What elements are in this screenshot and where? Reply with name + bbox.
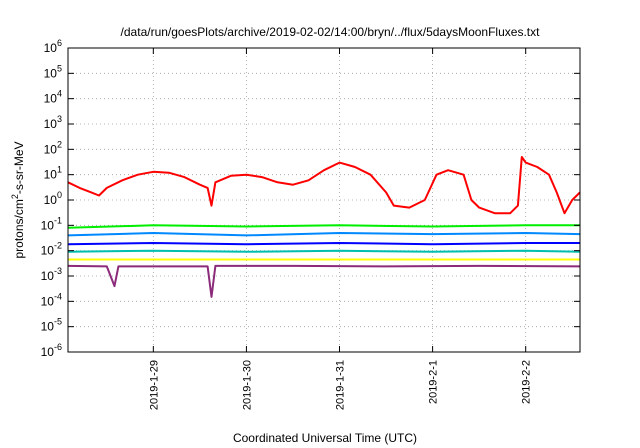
y-tick-label: 106 [44, 38, 62, 55]
y-axis-label-sup: 2 [10, 194, 20, 199]
y-axis-label-rest: -s-sr-MeV [12, 141, 26, 194]
y-tick-label: 105 [44, 63, 62, 80]
y-tick-label: 101 [44, 165, 62, 182]
y-tick-label: 10-1 [41, 215, 62, 232]
y-tick-label: 104 [44, 89, 62, 106]
y-ticks: 10-6 10-5 10-4 10-3 10-2 10-1 100 101 102 103 104 1… [41, 38, 580, 359]
grid [68, 48, 580, 352]
x-tick-label: 2019-2-2 [521, 360, 533, 404]
series-line-3 [67, 232, 581, 237]
y-tick-label: 103 [44, 114, 62, 131]
series-line-7 [67, 264, 581, 298]
y-tick-label: 10-5 [41, 317, 62, 334]
y-tick-label: 10-2 [41, 241, 62, 258]
x-axis-label: Coordinated Universal Time (UTC) [233, 431, 417, 445]
y-tick-label: 10-3 [41, 266, 62, 283]
y-tick-label: 10-4 [41, 291, 62, 308]
x-tick-label: 2019-1-29 [148, 360, 160, 410]
y-tick-label: 10-6 [41, 342, 62, 359]
series-layer [67, 156, 581, 298]
x-tick-label: 2019-1-30 [241, 360, 253, 410]
series-line-5 [67, 249, 581, 253]
chart-title: /data/run/goesPlots/archive/2019-02-02/1… [121, 25, 541, 39]
series-line-1 [67, 156, 581, 215]
y-axis-label-base: protons/cm [12, 199, 26, 258]
x-tick-label: 2019-1-31 [335, 360, 347, 410]
x-tick-label: 2019-2-1 [428, 360, 440, 404]
y-tick-label: 100 [44, 190, 62, 207]
y-tick-label: 102 [44, 139, 62, 156]
series-line-2 [67, 224, 580, 229]
x-ticks: 2019-1-29 2019-1-30 2019-1-31 2019-2-1 2019-… [148, 48, 533, 410]
series-line-4 [67, 242, 580, 246]
y-axis-label: protons/cm2-s-sr-MeV [10, 141, 26, 258]
